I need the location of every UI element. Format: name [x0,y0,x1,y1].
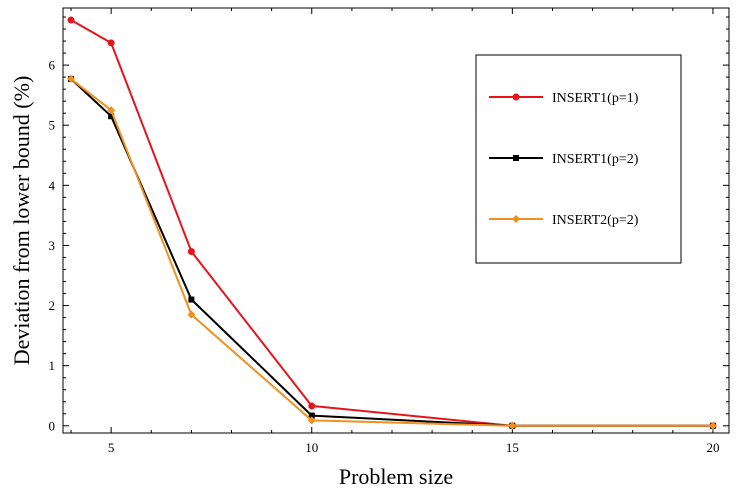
ticks: 5 10 15 20 0 1 2 3 4 5 6 [49,8,729,455]
legend-item: INSERT1(p=2) [489,152,639,167]
legend-label: INSERT2(p=2) [552,213,639,228]
x-tick-label: 15 [506,440,519,455]
x-tick-label: 20 [706,440,719,455]
data-point [308,412,315,419]
legend: INSERT1(p=1) INSERT1(p=2) INSERT2(p=2) [475,54,682,264]
data-point [308,402,316,410]
data-point [67,16,75,24]
data-point [187,310,196,319]
series-line [70,78,713,427]
legend-marker [513,155,519,161]
data-point [67,74,76,83]
x-axis-title: Problem size [339,464,453,489]
legend-label: INSERT1(p=2) [552,152,639,167]
y-tick-label: 4 [49,178,56,193]
x-tick-label: 5 [108,440,115,455]
y-axis-title: Deviation from lower bound (%) [9,76,34,366]
legend-label: INSERT1(p=1) [552,91,639,106]
y-tick-label: 6 [49,58,56,73]
axes [62,7,730,434]
data-point [307,416,316,425]
legend-item: INSERT2(p=2) [489,213,639,228]
data-point [107,106,116,115]
y-tick-label: 3 [49,238,56,253]
y-tick-label: 1 [49,358,56,373]
y-tick-label: 2 [49,298,56,313]
legend-marker [512,93,520,101]
series-layer [67,16,717,430]
data-point [508,421,517,430]
x-tick-label: 10 [305,440,318,455]
legend-marker [512,215,520,223]
data-point [188,296,195,303]
data-point [107,39,115,47]
series-3 [67,74,717,430]
y-tick-label: 5 [49,118,56,133]
plot-frame [62,7,730,434]
legend-item: INSERT1(p=1) [489,91,639,106]
data-point [708,421,717,430]
data-point [187,247,195,255]
data-point [108,113,115,120]
y-tick-label: 0 [49,418,56,433]
